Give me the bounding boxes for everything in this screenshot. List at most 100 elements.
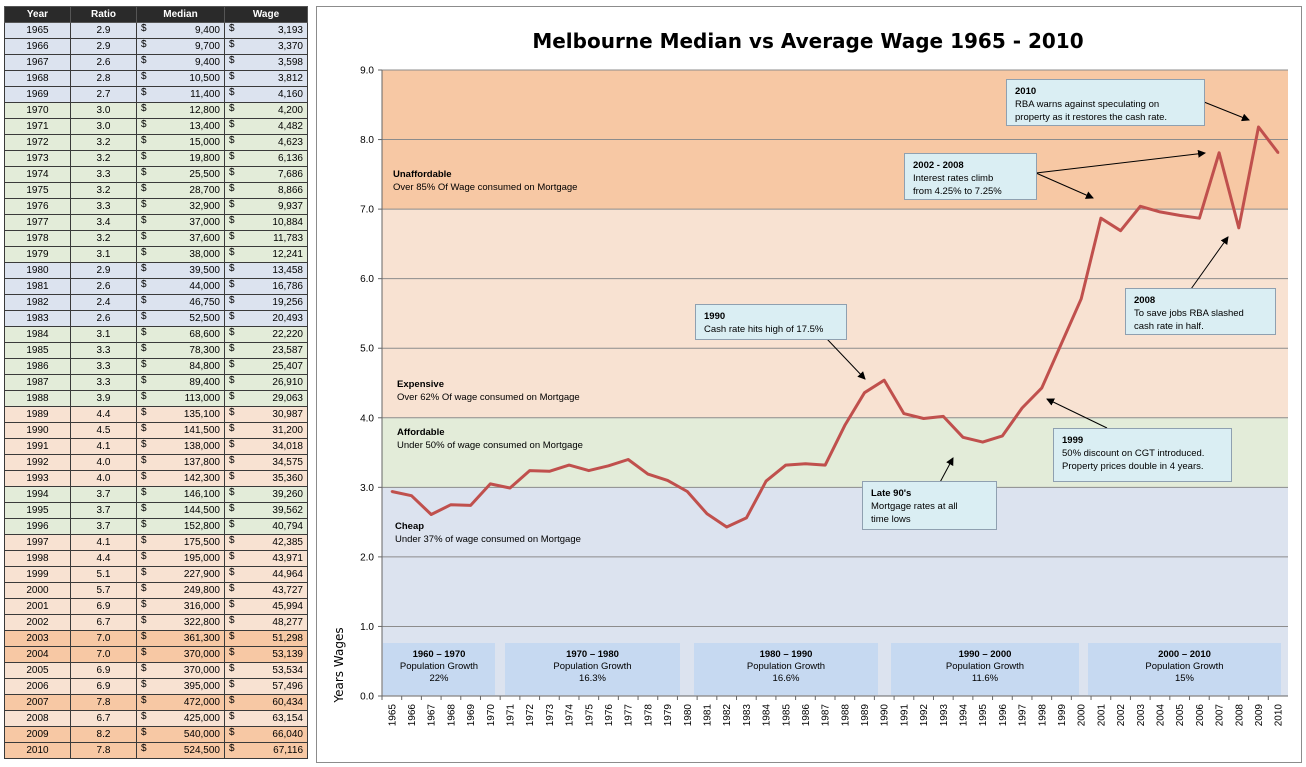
table-row: 1976 3.3 $32,900 $9,937 — [4, 198, 308, 215]
currency-symbol: $ — [141, 279, 147, 290]
currency-symbol: $ — [141, 631, 147, 642]
median-cell: $195,000 — [136, 550, 225, 567]
y-tick-label: 8.0 — [360, 135, 374, 146]
annotation-text: from 4.25% to 7.25% — [913, 186, 1002, 197]
x-tick-label: 2009 — [1254, 704, 1265, 727]
data-point — [705, 512, 709, 515]
median-cell-value: 113,000 — [184, 393, 220, 404]
population-growth-value: 16.6% — [772, 673, 800, 684]
currency-symbol: $ — [229, 727, 235, 738]
wage-cell: $53,139 — [224, 646, 308, 663]
annotation-callout: 1990 Cash rate hits high of 17.5% — [695, 304, 847, 340]
median-cell-value: 540,000 — [183, 729, 220, 740]
median-cell-value: 370,000 — [183, 665, 220, 676]
currency-symbol: $ — [141, 423, 147, 434]
data-point — [1099, 216, 1103, 220]
table-row: 2009 8.2 $540,000 $66,040 — [4, 726, 308, 743]
wage-cell: $4,160 — [224, 86, 308, 103]
x-tick-label: 1987 — [821, 704, 832, 727]
data-point — [922, 417, 925, 420]
ratio-cell: 3.7 — [70, 486, 137, 503]
wage-cell-value: 67,116 — [273, 745, 303, 756]
table-row: 1985 3.3 $78,300 $23,587 — [4, 342, 308, 359]
wage-cell: $3,812 — [224, 70, 308, 87]
year-cell: 1969 — [4, 86, 71, 103]
ratio-cell: 3.3 — [70, 342, 137, 359]
wage-cell: $63,154 — [224, 710, 308, 727]
wage-cell: $60,434 — [224, 694, 308, 711]
ratio-cell: 3.1 — [70, 246, 137, 263]
median-cell: $39,500 — [136, 262, 225, 279]
currency-symbol: $ — [141, 103, 147, 114]
currency-symbol: $ — [141, 215, 147, 226]
annotation-text: time lows — [871, 514, 911, 525]
table-row: 1968 2.8 $10,500 $3,812 — [4, 70, 308, 87]
currency-symbol: $ — [141, 391, 147, 402]
data-point — [1079, 297, 1083, 301]
median-cell-value: 37,000 — [189, 217, 220, 228]
median-cell: $37,000 — [136, 214, 225, 231]
wage-cell-value: 3,812 — [277, 73, 303, 84]
annotation-arrow — [1190, 236, 1229, 290]
ratio-cell: 4.0 — [70, 470, 137, 487]
data-point — [548, 470, 551, 473]
ratio-cell: 3.3 — [70, 374, 137, 391]
wage-cell-value: 45,994 — [272, 601, 303, 612]
wage-cell: $42,385 — [224, 534, 308, 551]
median-cell-value: 25,500 — [189, 169, 220, 180]
ratio-cell: 7.0 — [70, 630, 137, 647]
data-point — [528, 469, 531, 472]
median-cell: $137,800 — [136, 454, 225, 471]
table-body: 1965 2.9 $9,400 $3,193 1966 2.9 $9,700 $3,370 19… — [4, 22, 308, 759]
median-cell-value: 524,500 — [183, 745, 220, 756]
median-cell-value: 11,400 — [190, 89, 220, 100]
currency-symbol: $ — [229, 551, 235, 562]
data-point — [646, 472, 650, 476]
population-growth-value: 15% — [1174, 673, 1194, 684]
currency-symbol: $ — [141, 247, 147, 258]
wage-cell-value: 31,200 — [272, 425, 303, 436]
currency-symbol: $ — [141, 727, 147, 738]
currency-symbol: $ — [229, 359, 235, 370]
currency-symbol: $ — [141, 455, 147, 466]
currency-symbol: $ — [229, 55, 235, 66]
year-cell: 2005 — [4, 662, 71, 679]
currency-symbol: $ — [141, 119, 147, 130]
currency-symbol: $ — [141, 375, 147, 386]
population-growth-box: 1990 – 2000 Population Growth 11.6% — [891, 643, 1079, 695]
table-row: 1991 4.1 $138,000 $34,018 — [4, 438, 308, 455]
currency-symbol: $ — [229, 615, 235, 626]
wage-cell-value: 39,562 — [272, 505, 303, 516]
currency-symbol: $ — [141, 583, 147, 594]
data-point — [449, 503, 453, 506]
wage-cell: $3,370 — [224, 38, 308, 55]
currency-symbol: $ — [229, 119, 235, 130]
currency-symbol: $ — [141, 535, 147, 546]
table-row: 1967 2.6 $9,400 $3,598 — [4, 54, 308, 71]
wage-cell: $39,562 — [224, 502, 308, 519]
wage-cell: $31,200 — [224, 422, 308, 439]
wage-cell: $30,987 — [224, 406, 308, 423]
table-row: 2003 7.0 $361,300 $51,298 — [4, 630, 308, 647]
table-row: 2010 7.8 $524,500 $67,116 — [4, 742, 308, 759]
median-cell: $68,600 — [136, 326, 225, 343]
data-point — [1158, 210, 1162, 214]
year-cell: 1978 — [4, 230, 71, 247]
x-tick-label: 1997 — [1018, 704, 1029, 727]
table-row: 2000 5.7 $249,800 $43,727 — [4, 582, 308, 599]
currency-symbol: $ — [141, 647, 147, 658]
x-tick-label: 1988 — [840, 704, 851, 727]
currency-symbol: $ — [229, 487, 235, 498]
y-tick-label: 6.0 — [360, 274, 374, 285]
annotation-text: 50% discount on CGT introduced. — [1062, 448, 1205, 459]
data-point — [1040, 386, 1044, 390]
median-cell: $524,500 — [136, 742, 225, 759]
table-row: 1994 3.7 $146,100 $39,260 — [4, 486, 308, 503]
currency-symbol: $ — [229, 679, 235, 690]
ratio-cell: 3.0 — [70, 118, 137, 135]
median-cell-value: 38,000 — [189, 249, 220, 260]
annotation-callout: Late 90's Mortgage rates at all time lows — [862, 481, 997, 530]
currency-symbol: $ — [229, 183, 235, 194]
median-cell: $113,000 — [136, 390, 225, 407]
wage-cell-value: 4,623 — [277, 137, 303, 148]
